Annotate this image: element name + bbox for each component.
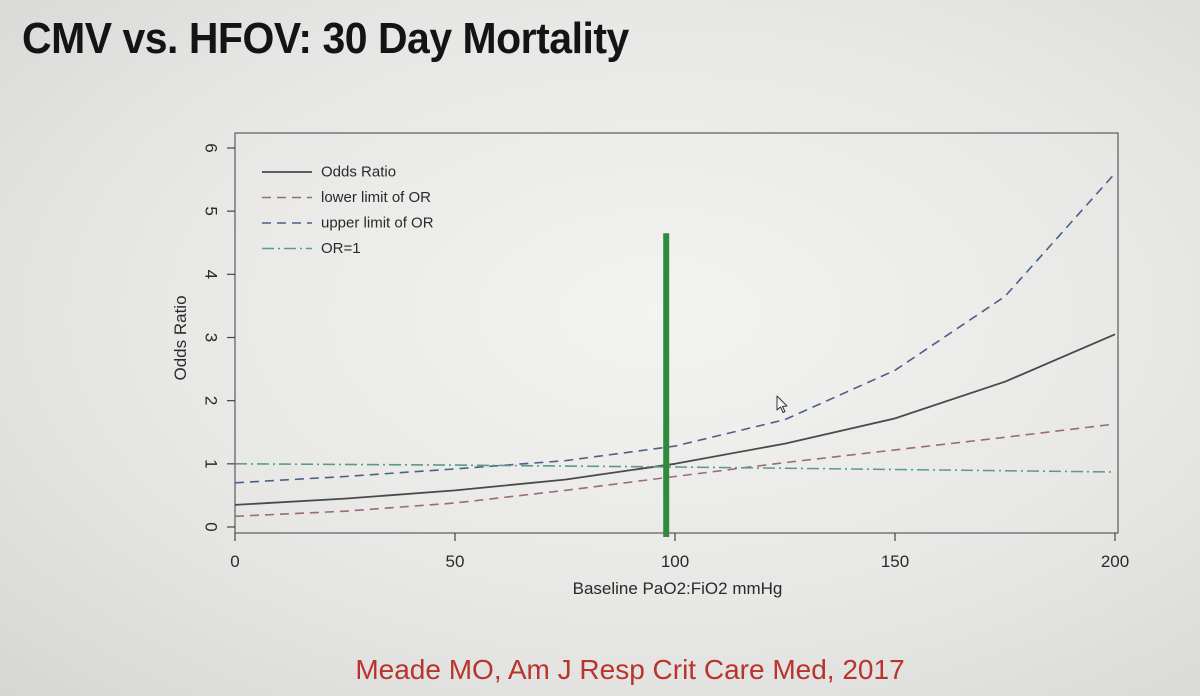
legend-label: OR=1 xyxy=(321,240,361,257)
x-tick-label: 100 xyxy=(661,552,689,571)
y-tick-label: 5 xyxy=(202,206,221,215)
y-axis-title: Odds Ratio xyxy=(171,295,190,380)
series-line-1 xyxy=(234,333,1116,506)
axis-labels: Baseline PaO2:FiO2 mmHg Odds Ratio xyxy=(171,295,782,598)
y-tick-label: 2 xyxy=(202,396,221,405)
axis-ticks: 0 1 2 3 4 5 6 0 50 100 150 200 xyxy=(202,143,1130,571)
y-tick-label: 1 xyxy=(202,459,221,468)
plot-border xyxy=(234,132,1119,534)
y-tick-label: 4 xyxy=(202,270,221,279)
x-tick-label: 0 xyxy=(230,552,239,571)
x-axis-title: Baseline PaO2:FiO2 mmHg xyxy=(573,579,783,598)
cursor-icon xyxy=(776,395,788,413)
series-line-3 xyxy=(234,172,1116,484)
citation: Meade MO, Am J Resp Crit Care Med, 2017 xyxy=(355,654,905,685)
plot-frame xyxy=(234,132,1119,534)
x-tick-label: 150 xyxy=(881,552,909,571)
y-tick-label: 3 xyxy=(202,333,221,342)
legend: Odds Ratio lower limit of OR upper limit o… xyxy=(262,164,434,257)
y-tick-label: 0 xyxy=(202,522,221,531)
legend-label: lower limit of OR xyxy=(321,189,431,206)
legend-label: upper limit of OR xyxy=(321,215,434,232)
x-tick-label: 50 xyxy=(446,552,465,571)
y-tick-label: 6 xyxy=(202,143,221,152)
legend-label: Odds Ratio xyxy=(321,164,396,181)
series-line-2 xyxy=(234,423,1116,518)
mouse-cursor xyxy=(776,395,788,413)
slide-title: CMV vs. HFOV: 30 Day Mortality xyxy=(22,14,629,63)
series-line-4 xyxy=(234,463,1116,473)
series-lines xyxy=(234,172,1116,518)
x-tick-label: 200 xyxy=(1101,552,1129,571)
